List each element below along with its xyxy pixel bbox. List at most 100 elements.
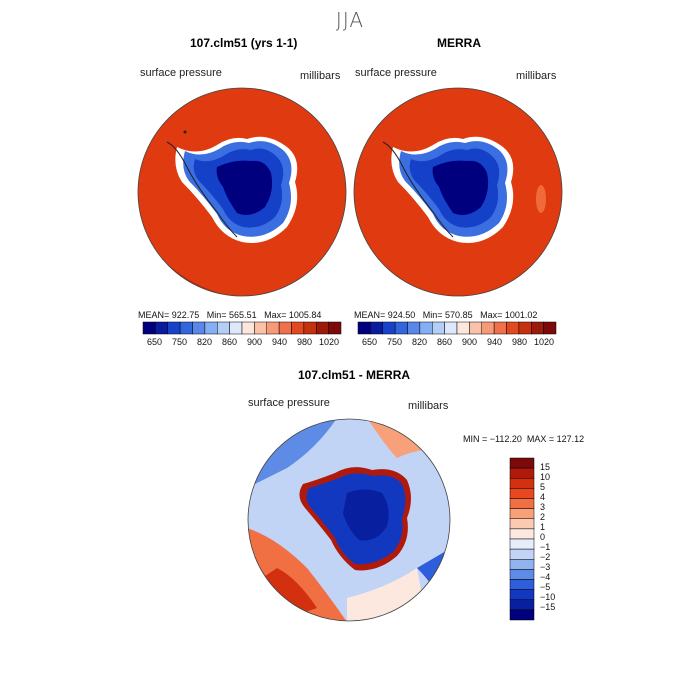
colorbar-swatch [509,467,535,479]
panel1-units-label: millibars [300,70,341,82]
colorbar-swatch [217,321,230,335]
panel1-title: 107.clm51 (yrs 1-1) [190,36,298,50]
cb2-tick: 650 [362,337,378,347]
panel2-polar-map [353,87,563,297]
colorbar-swatch [291,321,305,335]
cb1-tick: 940 [272,337,288,347]
colorbar-swatch [509,518,535,530]
cb3-tick: −2 [540,552,551,562]
panel3-polar-map [247,418,451,622]
panel1-variable-label: surface pressure [140,67,222,79]
cb2-tick: 750 [387,337,403,347]
cb2-tick: 940 [487,337,503,347]
panel1-colorbar [142,321,342,335]
colorbar-swatch [204,321,218,335]
cb1-tick: 650 [147,337,163,347]
panel3-title: 107.clm51 - MERRA [298,368,411,382]
colorbar-swatch [229,321,243,335]
cb2-tick: 980 [512,337,528,347]
colorbar-swatch [509,508,535,519]
colorbar-swatch [394,321,408,335]
panel2-title: MERRA [437,36,481,50]
colorbar-swatch [509,498,535,509]
colorbar-swatch [419,321,433,335]
colorbar-swatch [254,321,267,335]
colorbar-swatch [509,589,535,600]
colorbar-swatch [509,457,535,469]
cb1-tick: 860 [222,337,238,347]
colorbar-swatch [179,321,193,335]
cb1-tick: 980 [297,337,313,347]
colorbar-swatch [543,321,557,335]
cb3-tick: −10 [540,592,556,602]
colorbar-swatch [192,321,206,335]
panel2-variable-label: surface pressure [355,67,437,79]
cb3-tick: 1 [540,522,546,532]
colorbar-swatch [509,478,535,489]
panel2-colorbar [357,321,557,335]
cb3-tick: 2 [540,512,546,522]
cb1-tick: 820 [197,337,213,347]
colorbar-swatch [509,488,535,499]
colorbar-swatch [481,321,495,335]
colorbar-swatch [155,321,168,335]
cb3-tick: 5 [540,482,546,492]
colorbar-swatch [370,321,383,335]
colorbar-swatch [531,321,544,335]
colorbar-swatch [316,321,329,335]
panel1-stats: MEAN= 922.75 Min= 565.51 Max= 1005.84 [138,310,322,320]
colorbar-swatch [518,321,532,335]
colorbar-swatch [469,321,482,335]
panel1-colorbar-swatches [142,321,342,335]
colorbar-swatch [509,559,535,570]
cb2-tick: 1020 [534,337,555,347]
colorbar-swatch [509,579,535,590]
cb3-tick: −5 [540,582,551,592]
colorbar-swatch [328,321,342,335]
cb1-tick: 750 [172,337,188,347]
cb3-tick: −15 [540,602,556,612]
cb2-tick: 820 [412,337,428,347]
cb3-tick: −1 [540,542,551,552]
colorbar-swatch [493,321,507,335]
cb3-tick: 0 [540,532,546,542]
colorbar-swatch [509,538,535,550]
colorbar-swatch [278,321,292,335]
colorbar-swatch [444,321,458,335]
colorbar-swatch [167,321,181,335]
cb3-tick: 4 [540,492,546,502]
colorbar-swatch [509,548,535,560]
cb3-tick: −4 [540,572,551,582]
panel2-units-label: millibars [516,70,557,82]
cb1-tick: 900 [247,337,263,347]
panel1-colorbar-labels: 650 750 820 860 900 940 980 1020 [143,337,341,349]
panel2-colorbar-swatches [357,321,557,335]
cb3-tick: 10 [540,472,551,482]
colorbar-swatch [509,609,535,621]
season-title: JJA [335,8,365,32]
panel3-variable-label: surface pressure [248,397,330,409]
colorbar-swatch [506,321,520,335]
colorbar-swatch [509,528,535,540]
panel2-colorbar-labels: 650 750 820 860 900 940 980 1020 [358,337,556,349]
cb2-tick: 860 [437,337,453,347]
panel1-polar-map [137,87,347,297]
colorbar-swatch [142,321,156,335]
colorbar-swatch [509,569,535,580]
colorbar-swatch [407,321,421,335]
panel3-units-label: millibars [408,400,449,412]
panel3-colorbar [509,457,535,621]
panel3-stats: MIN = −112.20 MAX = 127.12 [463,434,585,444]
colorbar-swatch [357,321,371,335]
cb3-tick: 15 [540,462,551,472]
panel2-stats: MEAN= 924.50 Min= 570.85 Max= 1001.02 [354,310,538,320]
cb3-tick: 3 [540,502,546,512]
colorbar-swatch [456,321,470,335]
cb2-tick: 900 [462,337,478,347]
cb1-tick: 1020 [319,337,340,347]
colorbar-swatch [266,321,280,335]
panel3-colorbar-labels: 15 10 5 4 3 2 1 0 −1 −2 −3 −4 −5 −10 −15 [540,462,580,622]
colorbar-swatch [432,321,445,335]
colorbar-swatch [382,321,396,335]
colorbar-swatch [241,321,255,335]
